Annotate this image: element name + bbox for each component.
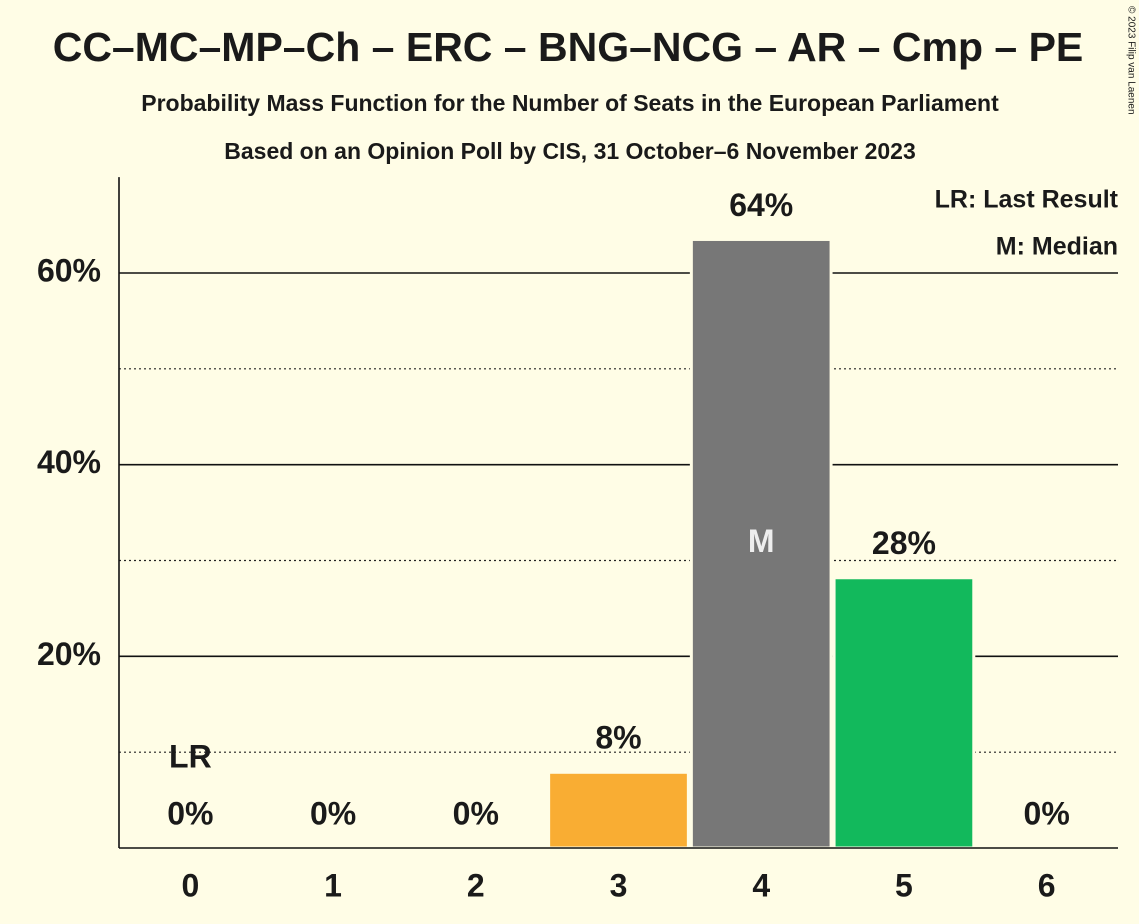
value-label: 0% [310,795,356,831]
bar [547,770,690,850]
y-tick-label: 60% [37,252,101,288]
x-tick-label: 0 [181,867,199,903]
annotation: M [748,523,775,559]
chart-subtitle: Based on an Opinion Poll by CIS, 31 Octo… [224,138,915,164]
value-label: 8% [595,720,641,756]
x-tick-label: 3 [610,867,628,903]
chart-title: CC–MC–MP–Ch – ERC – BNG–NCG – AR – Cmp –… [53,24,1084,70]
y-tick-label: 40% [37,444,101,480]
legend-entry: LR: Last Result [935,186,1119,214]
copyright: © 2023 Filip van Laenen [1125,6,1136,115]
value-label: 0% [453,795,499,831]
x-tick-label: 4 [752,867,770,903]
y-tick-label: 20% [37,636,101,672]
value-label: 64% [729,187,793,223]
annotation: LR [169,738,212,774]
x-tick-label: 1 [324,867,342,903]
x-tick-label: 2 [467,867,485,903]
value-label: 28% [872,525,936,561]
chart-subtitle: Probability Mass Function for the Number… [141,90,999,116]
x-tick-label: 5 [895,867,913,903]
x-tick-label: 6 [1038,867,1056,903]
bar [832,576,976,850]
value-label: 0% [167,795,213,831]
legend-entry: M: Median [996,233,1118,261]
value-label: 0% [1024,795,1070,831]
